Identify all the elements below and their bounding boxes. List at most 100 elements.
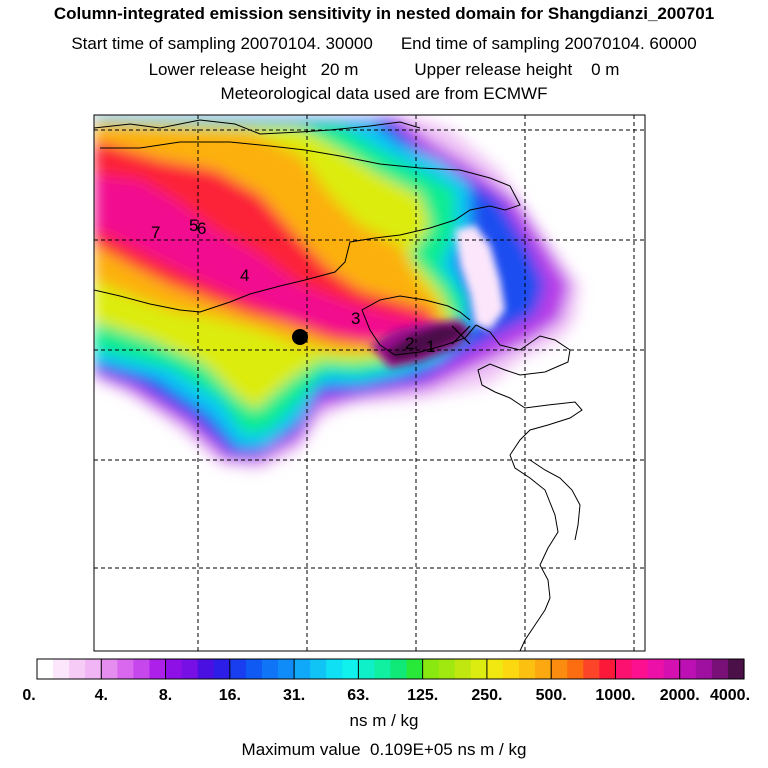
upper-value: 0 m <box>591 60 620 79</box>
colorbar-cell <box>133 659 151 679</box>
plume-label-1: 1 <box>426 337 435 356</box>
field-red <box>94 140 440 345</box>
border-mid <box>94 141 521 313</box>
colorbar-cell <box>278 659 295 679</box>
colorbar-cells <box>37 659 745 679</box>
colorbar-cell <box>165 659 183 679</box>
max-value-line: Maximum value 0.109E+05 ns m / kg <box>0 740 768 760</box>
max-label: Maximum value <box>241 740 361 759</box>
colorbar-tick-label: 63. <box>347 687 369 704</box>
plume-label-6: 6 <box>197 219 206 238</box>
colorbar-cell <box>551 659 568 679</box>
colorbar-cell <box>711 659 729 679</box>
plume-label-2: 2 <box>405 334 414 353</box>
colorbar-cell <box>261 659 279 679</box>
lower-value: 20 m <box>320 60 359 79</box>
field-white-hole <box>455 225 505 330</box>
coast-bohai <box>361 295 477 356</box>
colorbar-cell <box>358 659 376 679</box>
colorbar-cell <box>599 659 617 679</box>
colorbar-cell <box>326 659 343 679</box>
colorbar-cell <box>53 659 70 679</box>
colorbar-tick-label: 4000. <box>710 687 750 704</box>
chart-title: Column-integrated emission sensitivity i… <box>53 4 715 23</box>
colorbar-cell <box>631 659 649 679</box>
colorbar-cell <box>213 659 231 679</box>
colorbar-tick-label: 16. <box>219 687 241 704</box>
colorbar-cell <box>695 659 713 679</box>
max-value: 0.109E+05 <box>370 740 453 759</box>
start-value: 20070104. 30000 <box>240 34 373 53</box>
colorbar-cell <box>117 659 135 679</box>
coast-liaodong <box>475 324 583 651</box>
plume-label-4: 4 <box>240 266 249 285</box>
colorbar-cell <box>438 659 456 679</box>
colorbar-cell <box>101 659 118 679</box>
colorbar-cell <box>519 659 536 679</box>
colorbar-cell <box>454 659 472 679</box>
colorbar-cell <box>406 659 424 679</box>
sampling-times: Start time of sampling 20070104. 30000 En… <box>0 34 768 54</box>
colorbar-tick-label: 125. <box>407 687 438 704</box>
met-data-line: Meteorological data used are from ECMWF <box>220 84 548 103</box>
end-label: End time of sampling <box>400 34 560 53</box>
field-core-dark <box>385 325 465 362</box>
plot-frame <box>93 114 646 652</box>
border-north <box>94 119 421 135</box>
colorbar-cell <box>422 659 440 679</box>
colorbar-cell <box>37 659 54 679</box>
colorbar-cell <box>470 659 488 679</box>
colorbar-tick-label: 250. <box>471 687 502 704</box>
colorbar-cell <box>245 659 263 679</box>
colorbar-cell <box>69 659 86 679</box>
colorbar-cell <box>294 659 311 679</box>
colorbar-cell <box>197 659 215 679</box>
colorbar-cell <box>663 659 681 679</box>
upper-label: Upper release height <box>414 60 573 79</box>
sensitivity-field <box>94 115 580 470</box>
colorbar-frame <box>36 658 745 680</box>
colorbar-cell <box>567 659 584 679</box>
colorbar-cell <box>502 659 520 679</box>
colorbar-cell <box>149 659 167 679</box>
max-marker <box>451 325 471 345</box>
plume-label-5: 5 <box>189 216 198 235</box>
max-marker-stroke-2 <box>451 325 471 345</box>
colorbar-tick-label: 4. <box>95 687 108 704</box>
colorbar-tick-label: 2000. <box>660 687 700 704</box>
end-value: 20070104. 60000 <box>564 34 697 53</box>
plume-label-7: 7 <box>151 223 160 242</box>
colorbar-cell <box>310 659 327 679</box>
colorbar-tick-label: 31. <box>283 687 305 704</box>
colorbar-cell <box>535 659 552 679</box>
colorbar-cell <box>583 659 600 679</box>
plume-label-3: 3 <box>351 309 360 328</box>
coast-korea <box>529 459 581 541</box>
colorbar-tick-label: 0. <box>22 687 35 704</box>
colorbar-cell <box>85 659 102 679</box>
colorbar-cell <box>727 659 745 679</box>
colorbar-tick-label: 8. <box>159 687 172 704</box>
colorbar-cell <box>647 659 665 679</box>
colorbar-labels: 0. 4. 8. 16. 31. 63. 125. 250. 500. 1000. 2000. 400… <box>22 687 750 704</box>
colorbar-cell <box>615 659 633 679</box>
colorbar-cell <box>374 659 392 679</box>
release-heights: Lower release height 20 m Upper release h… <box>0 60 768 80</box>
colorbar-cell <box>390 659 408 679</box>
station-marker <box>292 329 308 345</box>
field-magenta <box>94 175 445 344</box>
colorbar-tick-label: 1000. <box>595 687 635 704</box>
colorbar-cell <box>229 659 247 679</box>
max-units: ns m / kg <box>457 740 527 759</box>
colorbar-cell <box>181 659 199 679</box>
colorbar-cell <box>342 659 359 679</box>
coastlines <box>94 119 583 651</box>
colorbar-tick-label: 500. <box>536 687 567 704</box>
colorbar-cell <box>679 659 697 679</box>
start-label: Start time of sampling <box>71 34 236 53</box>
graticule <box>94 115 645 651</box>
colorbar-units: ns m / kg <box>349 711 419 730</box>
lower-label: Lower release height <box>148 60 307 79</box>
